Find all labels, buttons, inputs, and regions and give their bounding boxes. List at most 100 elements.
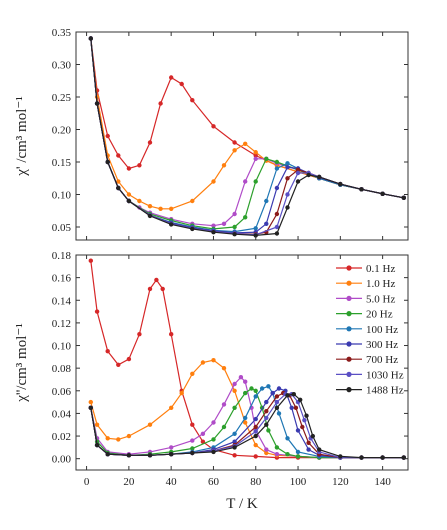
chi-double-prime-data-point [266,384,271,389]
chi-double-prime-data-point [211,437,216,442]
legend-item: 1488 Hz [336,385,404,397]
chi-prime-data-point [285,176,290,181]
chi-prime-data-point [285,165,290,170]
chi-prime-data-point [338,181,343,187]
chi-prime-data-point [253,153,258,158]
chi-double-prime-data-point [359,455,364,460]
chi-double-prime-data-point [105,349,110,354]
legend-swatch-marker [346,265,352,271]
legend-item: 1030 Hz [336,369,404,381]
chi-prime-data-point [274,159,280,165]
chi-double-prime-data-point [264,399,269,405]
chi-prime-series-layer [88,36,406,238]
chi-double-prime-data-point [306,440,311,445]
chi-prime-data-point [126,166,132,171]
chi-double-prime-data-point [306,447,311,452]
chi-prime-axes-frame [75,31,409,241]
legend-item: 700 Hz [336,354,398,366]
chi-double-prime-data-point [253,416,258,422]
chi-double-prime-data-point [126,453,132,458]
chi-double-prime-data-point [302,418,307,423]
chi-double-prime-data-point [221,366,227,371]
chi-prime-data-point [232,140,237,145]
chi-prime-data-point [179,81,184,87]
chi-double-prime-data-point [253,433,258,439]
chi-prime-data-point [253,179,258,184]
chi-double-prime-data-point [285,393,290,398]
chi-double-prime-data-point [221,402,227,407]
chi-prime-data-point [221,163,227,168]
chi-double-prime-data-point [105,452,110,457]
frequency-legend: 0.1 Hz 1.0 Hz 5.0 Hz 20 Hz 100 Hz 300 Hz 700 H… [336,263,404,397]
chi-prime-data-point [211,223,216,228]
chi-double-prime-data-point [116,362,121,367]
legend-item: 300 Hz [336,339,398,351]
chi-double-prime-data-point [317,447,322,452]
chi-double-prime-data-point [221,424,227,430]
legend-label: 1488 Hz [366,385,404,397]
chi-double-prime-x-tick-label: 80 [250,476,262,488]
chi-prime-data-point [116,153,121,158]
chi-double-prime-data-point [264,415,269,421]
chi-double-prime-data-point [169,405,174,410]
chi-prime-data-point [147,213,153,219]
chi-double-prime-data-point [298,397,303,402]
chi-prime-data-point [274,166,280,171]
chi-prime-data-point [243,141,248,146]
chi-prime-series-8 [88,36,406,238]
chi-prime-data-point [147,204,153,209]
chi-double-prime-data-point [105,436,110,441]
legend-item: 5.0 Hz [336,293,395,305]
chi-double-prime-data-point [200,431,206,436]
chi-prime-series-line [90,38,404,233]
chi-prime-data-point [211,179,216,184]
legend-item: 100 Hz [336,324,398,336]
chi-double-prime-series-line [90,392,404,459]
chi-double-prime-data-point [253,442,258,448]
chi-prime-y-tick-label: 0.15 [52,157,72,169]
chi-double-prime-panel: 0.00 0.02 0.04 0.06 0.08 0.10 0.12 0.14 0.16 0.18… [14,250,409,512]
chi-double-prime-data-point [243,379,248,384]
chi-prime-data-point [147,140,153,145]
chi-prime-data-point [253,156,258,161]
chi-double-prime-series-6 [88,390,406,460]
chi-double-prime-data-point [253,388,258,393]
chi-prime-data-point [243,179,248,184]
chi-prime-data-point [401,195,406,200]
chi-double-prime-data-point [259,386,265,391]
chi-double-prime-data-point [211,449,216,455]
chi-prime-data-point [264,198,269,204]
chi-double-prime-y-tick-label: 0.02 [52,431,71,443]
chi-double-prime-data-point [243,415,248,421]
chi-prime-plot-area [88,36,406,238]
chi-prime-data-point [158,206,163,211]
chi-double-prime-data-point [285,436,290,441]
legend-label: 5.0 Hz [366,293,395,305]
chi-double-prime-data-point [200,439,206,444]
chi-prime-series-3 [88,36,406,232]
chi-prime-series-line [90,38,404,236]
chi-prime-y-tick-label: 0.20 [52,125,72,137]
chi-double-prime-data-point [274,394,280,399]
chi-double-prime-data-point [289,405,294,410]
chi-prime-data-point [137,163,142,168]
chi-prime-series-line [90,38,404,199]
chi-prime-data-point [285,192,290,197]
chi-prime-data-point [126,192,132,197]
chi-double-prime-data-point [285,452,290,457]
chi-prime-data-point [359,187,364,192]
legend-label: 1030 Hz [366,369,404,381]
chi-double-prime-data-point [295,454,301,459]
chi-double-prime-data-point [88,399,94,405]
chi-double-prime-data-point [270,390,275,396]
chi-double-prime-data-point [264,450,269,456]
chi-double-prime-data-point [276,386,282,391]
chi-prime-data-point [253,233,258,238]
legend-item: 1.0 Hz [336,278,395,290]
chi-prime-series-line [90,38,404,234]
legend-label: 1.0 Hz [366,278,395,290]
legend-label: 0.1 Hz [366,263,395,275]
legend-item: 20 Hz [336,309,393,321]
chi-prime-y-tick-label: 0.10 [52,190,72,202]
chi-double-prime-data-point [232,381,237,387]
